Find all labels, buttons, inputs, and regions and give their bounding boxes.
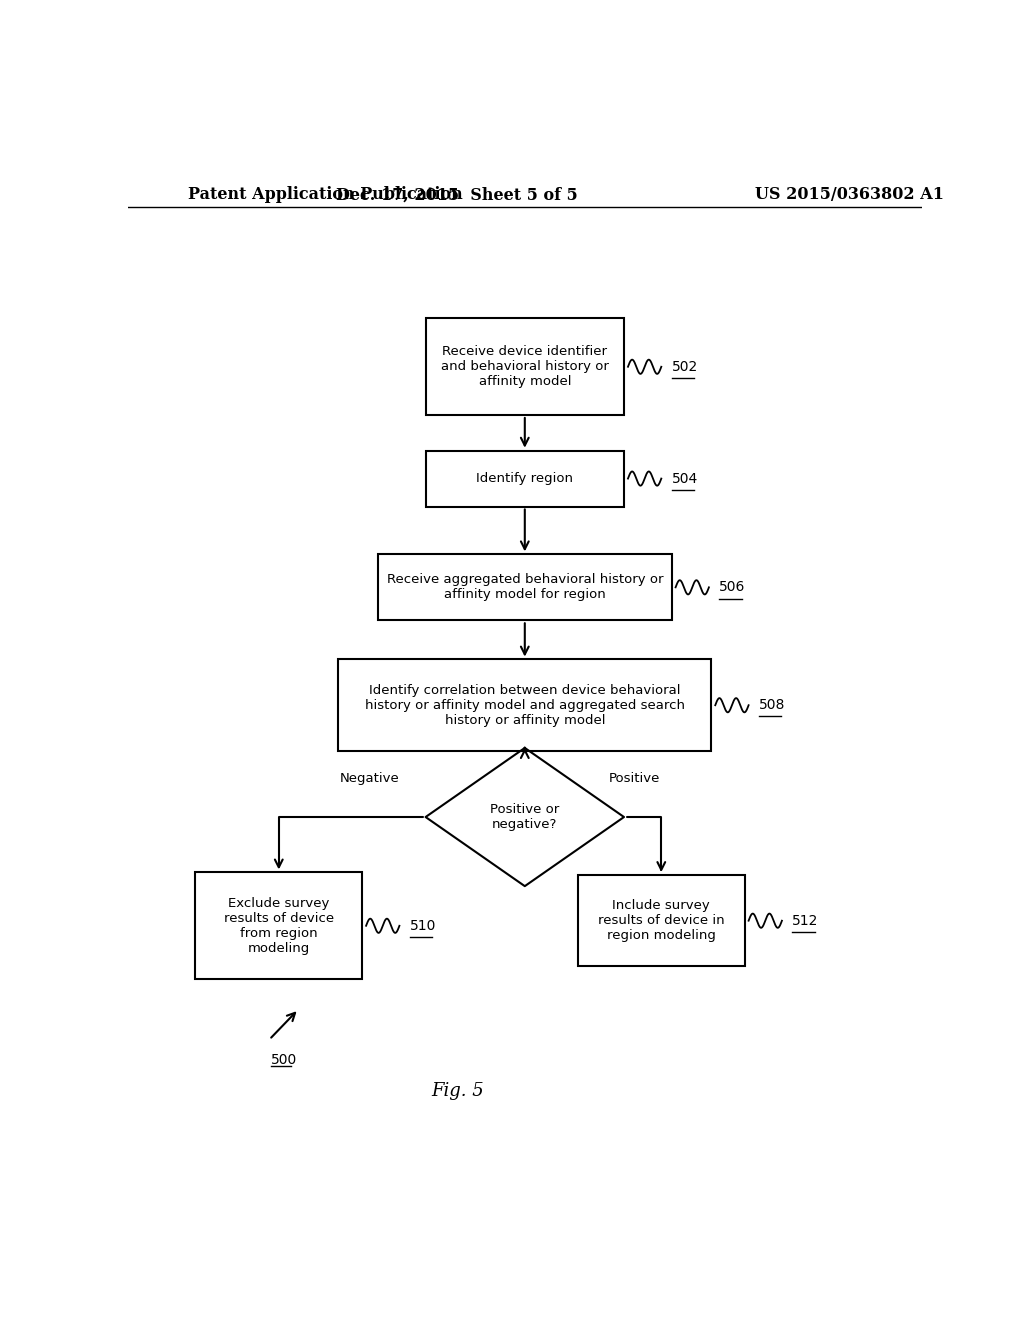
FancyBboxPatch shape <box>426 450 624 507</box>
FancyBboxPatch shape <box>426 318 624 414</box>
Text: Identify correlation between device behavioral
history or affinity model and agg: Identify correlation between device beha… <box>365 684 685 727</box>
Text: Negative: Negative <box>340 771 400 784</box>
Text: Receive device identifier
and behavioral history or
affinity model: Receive device identifier and behavioral… <box>441 346 608 388</box>
FancyBboxPatch shape <box>578 875 744 966</box>
Text: 508: 508 <box>759 698 785 713</box>
Polygon shape <box>426 748 624 886</box>
Text: 510: 510 <box>410 919 436 933</box>
Text: Fig. 5: Fig. 5 <box>431 1082 483 1101</box>
Text: 512: 512 <box>793 913 818 928</box>
Text: 500: 500 <box>270 1053 297 1067</box>
Text: Positive or
negative?: Positive or negative? <box>490 803 559 832</box>
Text: US 2015/0363802 A1: US 2015/0363802 A1 <box>755 186 944 203</box>
Text: 504: 504 <box>672 471 698 486</box>
Text: Include survey
results of device in
region modeling: Include survey results of device in regi… <box>598 899 725 942</box>
FancyBboxPatch shape <box>338 660 712 751</box>
Text: Dec. 17, 2015  Sheet 5 of 5: Dec. 17, 2015 Sheet 5 of 5 <box>337 186 579 203</box>
Text: Patent Application Publication: Patent Application Publication <box>187 186 462 203</box>
Text: Positive: Positive <box>608 771 660 784</box>
Text: 506: 506 <box>719 581 745 594</box>
Text: Identify region: Identify region <box>476 473 573 484</box>
FancyBboxPatch shape <box>196 873 362 979</box>
FancyBboxPatch shape <box>378 554 672 620</box>
Text: Receive aggregated behavioral history or
affinity model for region: Receive aggregated behavioral history or… <box>386 573 664 602</box>
Text: 502: 502 <box>672 360 698 374</box>
Text: Exclude survey
results of device
from region
modeling: Exclude survey results of device from re… <box>223 896 334 954</box>
